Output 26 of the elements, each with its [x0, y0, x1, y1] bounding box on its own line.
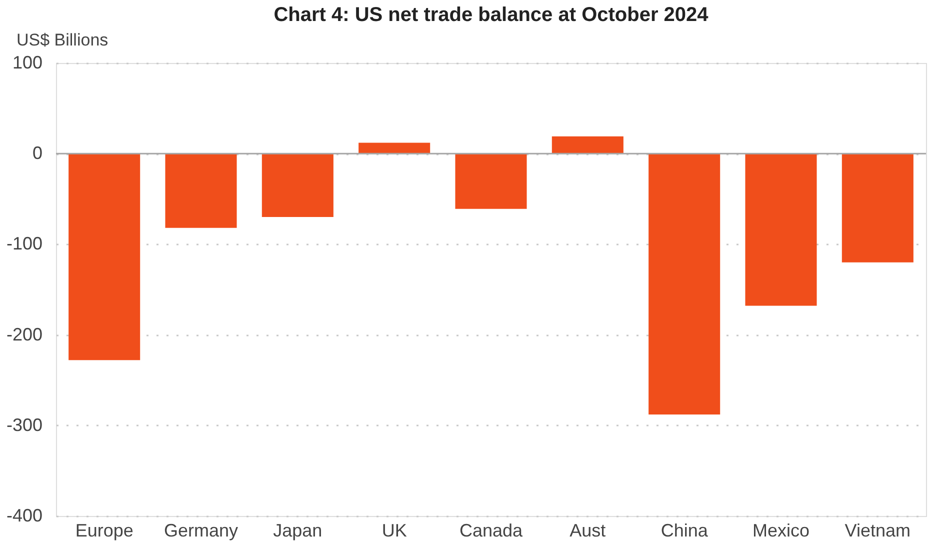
x-tick-label: Canada	[459, 520, 524, 540]
y-tick-label: -100	[6, 234, 42, 254]
bar	[455, 154, 527, 209]
y-tick-label: 100	[12, 52, 42, 72]
bar	[358, 142, 430, 154]
y-axis-title: US$ Billions	[16, 30, 108, 50]
bar	[842, 154, 914, 262]
x-tick-label: UK	[382, 520, 407, 540]
x-tick-label: Germany	[164, 520, 238, 540]
x-tick-label: China	[660, 520, 709, 540]
y-tick-label: -300	[6, 414, 42, 435]
bar	[165, 154, 237, 228]
x-tick-label: Japan	[273, 520, 322, 540]
x-tick-label: Aust	[570, 520, 606, 540]
chart-title: Chart 4: US net trade balance at October 2024	[274, 4, 710, 26]
x-tick-label: Vietnam	[844, 520, 911, 540]
x-tick-label: Mexico	[752, 520, 810, 540]
bar	[262, 154, 334, 218]
bar	[648, 154, 720, 415]
x-tick-label: Europe	[75, 520, 134, 540]
bar	[68, 154, 140, 360]
y-tick-label: -400	[6, 506, 42, 526]
bar	[552, 136, 624, 154]
y-tick-label: 0	[32, 143, 42, 164]
y-tick-label: -200	[6, 324, 42, 344]
bar	[745, 154, 817, 306]
